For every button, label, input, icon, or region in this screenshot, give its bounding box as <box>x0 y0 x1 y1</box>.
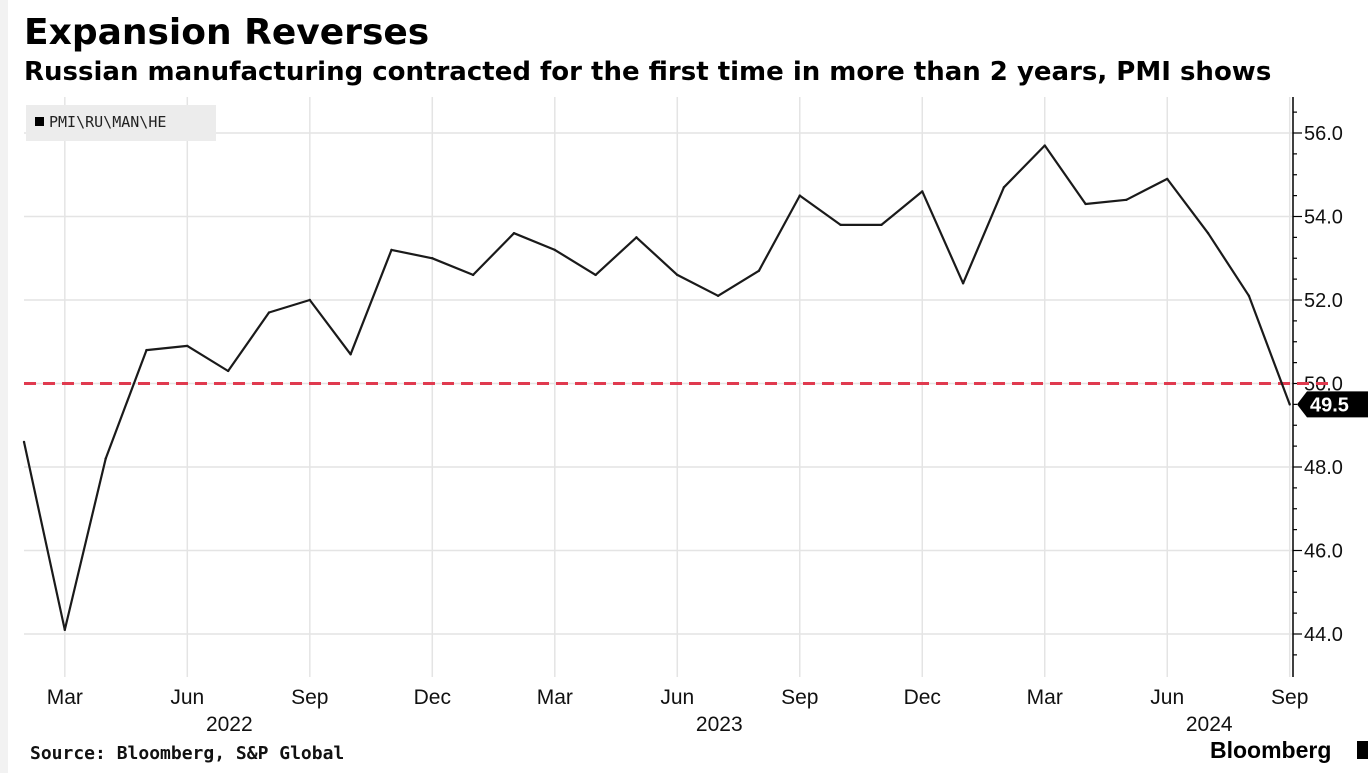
data-point <box>186 344 189 348</box>
x-tick-label: Dec <box>904 686 941 709</box>
y-tick-label: 54.0 <box>1304 207 1343 229</box>
data-point <box>1125 198 1128 201</box>
data-point <box>1002 186 1006 189</box>
data-point <box>1247 294 1251 298</box>
data-point <box>267 311 271 314</box>
data-point <box>921 190 924 193</box>
y-tick-label: 46.0 <box>1304 541 1343 563</box>
last-value-label: 49.5 <box>1310 394 1349 416</box>
x-year-label: 2023 <box>696 713 743 736</box>
data-point <box>1288 403 1291 406</box>
last-value-callout <box>1297 391 1368 418</box>
data-point <box>145 348 148 352</box>
plot-area <box>24 97 1320 677</box>
x-year-label: 2022 <box>206 713 253 736</box>
data-point <box>1166 177 1169 181</box>
data-point <box>676 273 679 277</box>
y-tick-label: 44.0 <box>1304 624 1343 646</box>
data-point <box>390 248 393 252</box>
y-tick-label: 48.0 <box>1304 457 1343 479</box>
legend-swatch <box>35 117 44 126</box>
data-point <box>553 248 556 252</box>
data-point <box>839 223 842 227</box>
source-note: Source: Bloomberg, S&P Global <box>30 743 345 764</box>
x-tick-label: Sep <box>781 686 818 709</box>
x-tick-label: Dec <box>414 686 451 709</box>
pmi-series-line <box>22 144 1291 631</box>
data-point <box>512 232 516 235</box>
data-point <box>716 294 720 298</box>
data-point <box>757 269 761 272</box>
y-tick-label: 56.0 <box>1304 123 1343 145</box>
x-tick-label: Mar <box>1027 686 1063 709</box>
data-point <box>1206 232 1210 235</box>
brand-logo: Bloomberg <box>1210 737 1332 763</box>
data-point <box>594 273 597 277</box>
data-point <box>635 236 638 239</box>
data-point <box>226 369 230 373</box>
x-tick-label: Sep <box>1271 686 1308 709</box>
brand-mark-icon <box>1357 741 1368 759</box>
y-tick-label: 52.0 <box>1304 290 1343 312</box>
data-point <box>349 353 352 356</box>
data-point <box>22 440 26 444</box>
x-tick-label: Mar <box>47 686 83 709</box>
data-point <box>1084 202 1087 206</box>
data-point <box>880 223 883 227</box>
data-point <box>1043 144 1046 147</box>
x-tick-label: Jun <box>170 686 204 709</box>
x-tick-label: Sep <box>291 686 328 709</box>
data-point <box>431 257 434 260</box>
data-point <box>63 628 67 632</box>
data-point <box>308 298 312 302</box>
chart-title: Expansion Reverses <box>24 12 430 53</box>
legend-label: PMI\RU\MAN\HE <box>49 113 166 131</box>
x-year-label: 2024 <box>1186 713 1233 736</box>
legend-box <box>26 105 216 141</box>
chart-subtitle: Russian manufacturing contracted for the… <box>24 57 1272 87</box>
x-tick-label: Jun <box>660 686 694 709</box>
data-point <box>798 194 801 197</box>
x-tick-label: Mar <box>537 686 573 709</box>
data-point <box>961 282 965 285</box>
x-tick-label: Jun <box>1150 686 1184 709</box>
data-point <box>104 457 107 460</box>
data-point <box>471 273 475 277</box>
